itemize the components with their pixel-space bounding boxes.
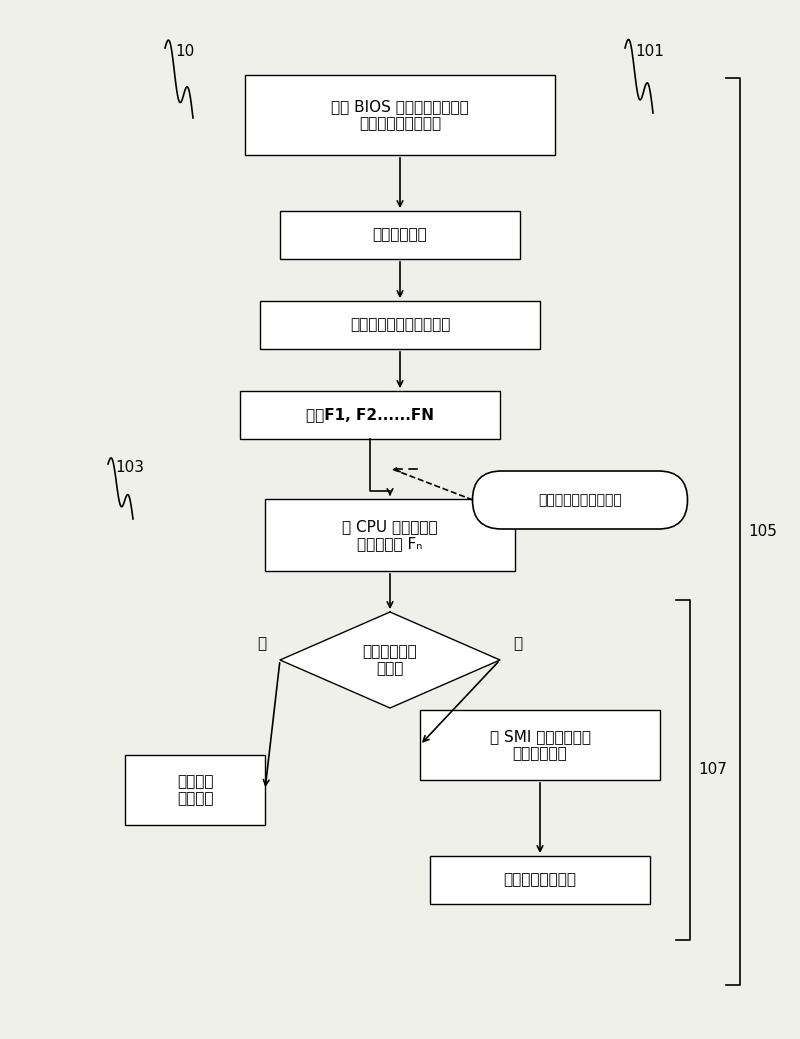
Text: 是: 是	[258, 637, 266, 651]
FancyBboxPatch shape	[420, 710, 660, 780]
Text: 中断返回
操作系统: 中断返回 操作系统	[177, 774, 214, 806]
Text: 将 CPU 的前端总线
频率调整到 Fₙ: 将 CPU 的前端总线 频率调整到 Fₙ	[342, 518, 438, 552]
FancyBboxPatch shape	[240, 391, 500, 439]
Text: 决定F1, F2......FN: 决定F1, F2......FN	[306, 407, 434, 423]
Text: 否: 否	[514, 637, 522, 651]
Text: 中断返回操作系统: 中断返回操作系统	[503, 873, 577, 887]
Text: 芯片组发生系统中断信号: 芯片组发生系统中断信号	[350, 318, 450, 332]
Text: 已调整到第二
频率？: 已调整到第二 频率？	[362, 644, 418, 676]
FancyBboxPatch shape	[245, 75, 555, 155]
FancyBboxPatch shape	[280, 211, 520, 259]
FancyBboxPatch shape	[473, 471, 687, 529]
FancyBboxPatch shape	[260, 301, 540, 349]
Text: 105: 105	[748, 524, 777, 538]
Text: 令 SMI 在预定时间后
发生系统中断: 令 SMI 在预定时间后 发生系统中断	[490, 728, 590, 762]
Text: 第二次以后中断进入点: 第二次以后中断进入点	[538, 492, 622, 507]
FancyBboxPatch shape	[430, 856, 650, 904]
Text: 101: 101	[635, 45, 664, 59]
Text: 103: 103	[115, 460, 144, 476]
FancyBboxPatch shape	[265, 499, 515, 571]
Polygon shape	[280, 612, 500, 708]
Text: 107: 107	[698, 763, 727, 777]
Text: 利用 BIOS 的操作界面来设定
第二频率的前端总线: 利用 BIOS 的操作界面来设定 第二频率的前端总线	[331, 99, 469, 131]
FancyBboxPatch shape	[125, 755, 265, 825]
Text: 载入操作系统: 载入操作系统	[373, 228, 427, 242]
Text: 10: 10	[175, 45, 194, 59]
